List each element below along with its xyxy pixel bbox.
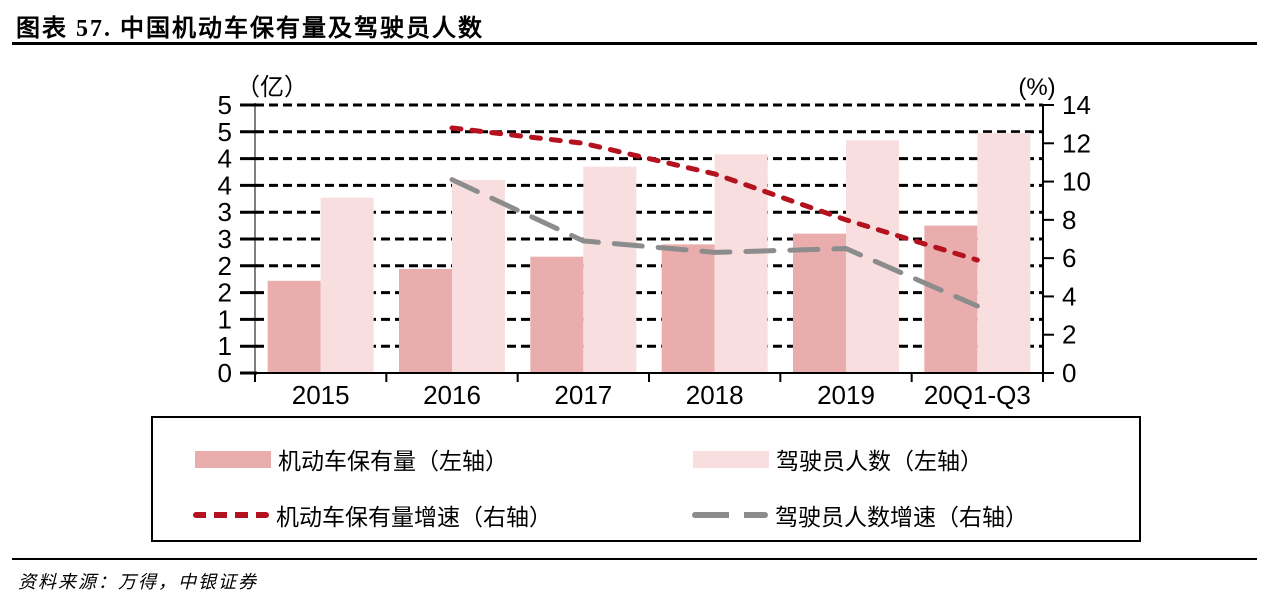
svg-text:0: 0 xyxy=(218,358,232,388)
bar xyxy=(924,225,978,373)
legend-item-vehicle-growth: 机动车保有量增速（右轴） xyxy=(193,498,552,532)
svg-text:3: 3 xyxy=(218,224,232,254)
legend-label: 驾驶员人数（左轴） xyxy=(776,449,983,474)
title-underline xyxy=(12,42,1257,45)
svg-text:14: 14 xyxy=(1062,90,1091,120)
svg-text:0: 0 xyxy=(1062,358,1076,388)
bar xyxy=(399,269,452,373)
svg-text:2: 2 xyxy=(218,251,232,281)
svg-text:5: 5 xyxy=(218,117,232,147)
legend-label: 驾驶员人数增速（右轴） xyxy=(775,505,1028,530)
legend-label: 机动车保有量（左轴） xyxy=(278,449,508,474)
svg-text:6: 6 xyxy=(1062,243,1076,273)
bar-series-1 xyxy=(320,132,1031,373)
svg-text:12: 12 xyxy=(1062,128,1091,158)
source-divider xyxy=(12,558,1257,560)
svg-text:1: 1 xyxy=(218,304,232,334)
vehicle-growth-swatch xyxy=(193,512,269,518)
bar xyxy=(583,166,637,373)
legend-item-vehicle-stock: 机动车保有量（左轴） xyxy=(195,442,508,476)
bar xyxy=(320,197,374,373)
svg-text:5: 5 xyxy=(218,90,232,120)
bar xyxy=(661,244,715,373)
svg-text:2019: 2019 xyxy=(817,380,875,410)
svg-text:20Q1-Q3: 20Q1-Q3 xyxy=(924,380,1031,410)
bar xyxy=(846,140,899,373)
figure-title: 图表 57. 中国机动车保有量及驾驶员人数 xyxy=(16,16,484,42)
bar xyxy=(452,180,505,373)
svg-text:4: 4 xyxy=(218,144,232,174)
bar-series-0 xyxy=(267,225,978,373)
svg-text:10: 10 xyxy=(1062,167,1091,197)
vehicle-stock-swatch xyxy=(195,450,271,468)
bar xyxy=(793,233,846,373)
growth-line xyxy=(449,177,980,309)
svg-text:1: 1 xyxy=(218,331,232,361)
driver-growth-swatch xyxy=(692,512,768,518)
bar xyxy=(714,154,768,373)
svg-text:8: 8 xyxy=(1062,205,1076,235)
svg-text:2015: 2015 xyxy=(292,380,350,410)
svg-text:4: 4 xyxy=(1062,281,1076,311)
legend-item-driver-growth: 驾驶员人数增速（右轴） xyxy=(692,498,1028,532)
svg-text:2: 2 xyxy=(218,278,232,308)
svg-text:2016: 2016 xyxy=(423,380,481,410)
svg-text:3: 3 xyxy=(218,197,232,227)
bar xyxy=(267,280,321,373)
svg-text:2018: 2018 xyxy=(686,380,744,410)
source-note: 资料来源：万得，中银证券 xyxy=(18,572,258,592)
legend-label: 机动车保有量增速（右轴） xyxy=(276,505,552,530)
bar xyxy=(530,256,584,373)
svg-text:2017: 2017 xyxy=(554,380,612,410)
growth-line xyxy=(449,125,980,263)
bar xyxy=(977,132,1031,373)
driver-count-swatch xyxy=(693,450,769,468)
svg-text:4: 4 xyxy=(218,170,232,200)
chart-legend: 机动车保有量（左轴） 驾驶员人数（左轴） 机动车保有量增速（右轴） 驾驶员人数增… xyxy=(151,416,1141,542)
svg-text:2: 2 xyxy=(1062,320,1076,350)
legend-item-driver-count: 驾驶员人数（左轴） xyxy=(693,442,983,476)
svg-text:（亿）: （亿） xyxy=(236,74,308,101)
svg-text:(%): (%) xyxy=(1018,74,1055,101)
